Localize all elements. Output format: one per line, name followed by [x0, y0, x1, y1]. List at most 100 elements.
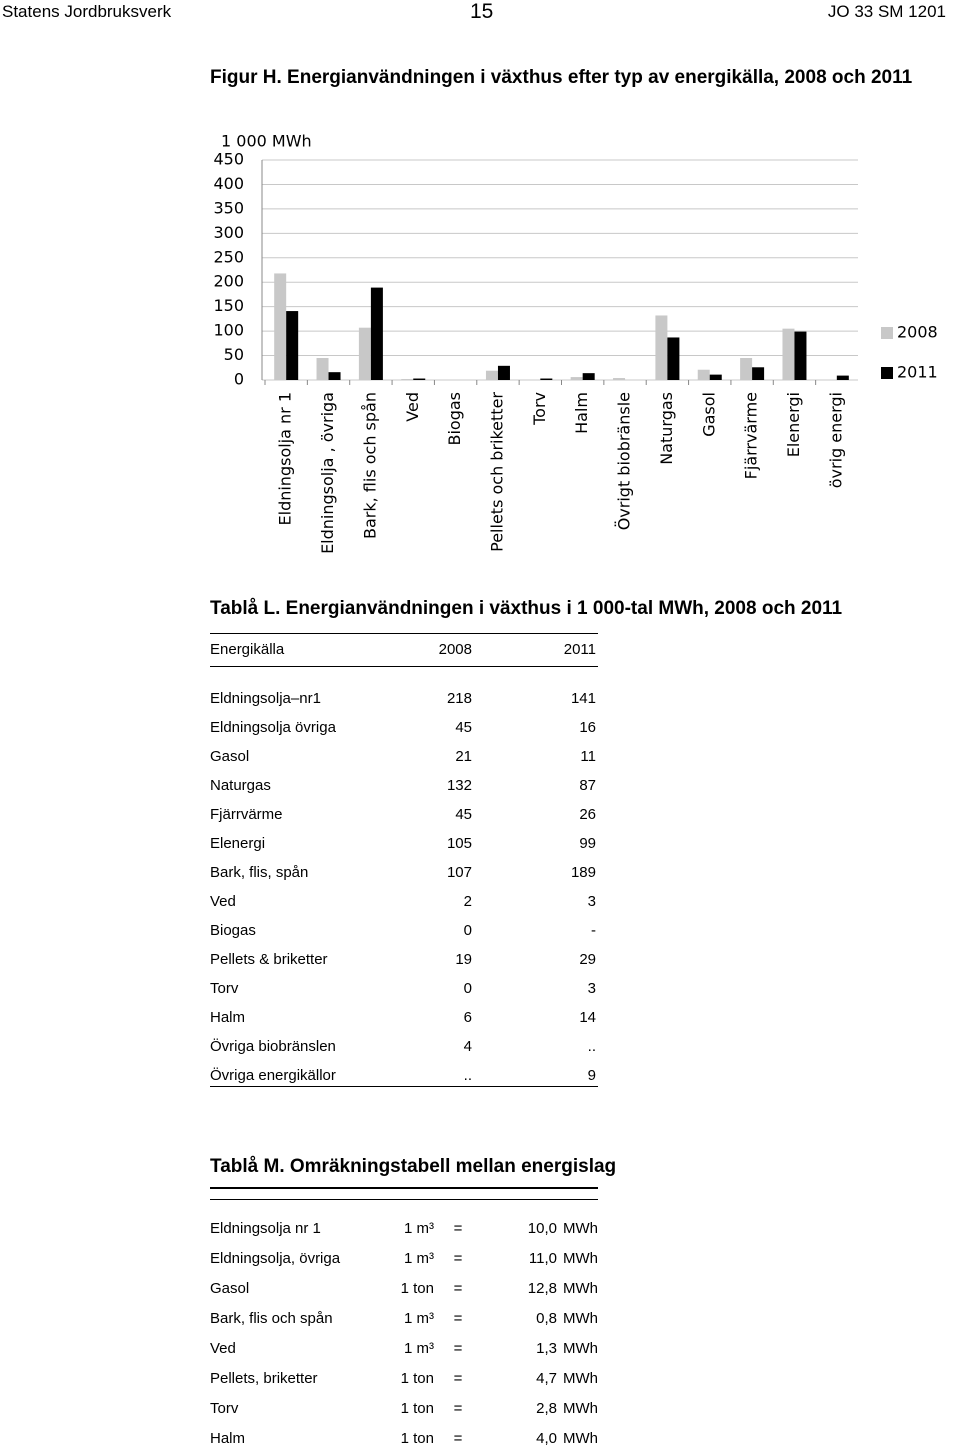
x-tick-label: Naturgas: [657, 392, 676, 465]
y-axis-label: 1 000 MWh: [221, 132, 312, 151]
bar: [328, 372, 341, 380]
table-cell: 4: [463, 1038, 472, 1055]
table-row: Bark, flis, spån 107 189: [210, 854, 598, 883]
table-cell: ..: [463, 1067, 472, 1084]
table-cell: 21: [455, 748, 472, 765]
bar: [401, 379, 414, 380]
table-row: Övriga biobräns­len 4..: [210, 1028, 598, 1057]
legend-swatch: [881, 367, 893, 379]
bar: [413, 378, 426, 380]
x-tick-label: Elenergi: [784, 392, 803, 457]
table-cell: Eldningsolja nr 1: [210, 1220, 321, 1237]
table-cell: 1 ton: [400, 1400, 434, 1417]
table-cell: 1 ton: [400, 1430, 434, 1447]
table-cell: Halm: [210, 1430, 246, 1447]
bar: [358, 327, 371, 380]
table-cell: MWh: [563, 1400, 598, 1417]
bar: [316, 358, 329, 380]
table-title: Tablå L. Energianvändningen i växthus i …: [210, 598, 843, 619]
table-cell: MWh: [563, 1250, 598, 1267]
table-row: Pellets & briketter 19 29: [210, 941, 598, 970]
table-cell: Torv: [210, 1400, 239, 1417]
table-cell: 29: [579, 951, 596, 968]
bar: [709, 374, 722, 380]
table-row: Eldningsolja–nr1 218 141: [210, 667, 598, 709]
bar: [836, 375, 849, 380]
table-header: Energikälla 2008 2011: [210, 634, 598, 667]
table-cell: MWh: [563, 1370, 598, 1387]
table-cell: Eldningsolja, övriga: [210, 1250, 341, 1267]
bar: [667, 337, 680, 380]
table-cell: 1 m³: [404, 1220, 434, 1237]
table-cell: 189: [570, 864, 596, 881]
table-cell: 1 m³: [404, 1310, 434, 1327]
table-cell: 0: [463, 922, 472, 939]
table-cell: 99: [579, 835, 596, 852]
table-cell: -: [591, 922, 596, 939]
table-cell: 1 m³: [404, 1250, 434, 1267]
y-tick-label: 300: [213, 223, 244, 242]
table-row: Bark, flis och spån 1 m³ = 0,8 MWh: [210, 1304, 598, 1334]
table-cell: 0: [463, 980, 472, 997]
column-header: 2008: [438, 641, 472, 658]
table-cell: Övriga biobräns­len: [210, 1038, 336, 1055]
bar: [655, 315, 668, 380]
table-cell: 6: [463, 1009, 472, 1026]
x-tick-label: Eldningsolja nr 1: [276, 392, 295, 525]
table-cell: Ved: [210, 1340, 236, 1357]
table-row: Fjärrvärme 45 26: [210, 796, 598, 825]
table-cell: 105: [446, 835, 472, 852]
table-row: Halm 1 ton = 4,0 MWh: [210, 1424, 598, 1454]
figure-title: Figur H. Energianvändningen i växthus ef…: [210, 67, 913, 88]
table-cell: Bark, flis och spån: [210, 1310, 333, 1327]
table-cell: MWh: [563, 1310, 598, 1327]
table-row: Halm 6 14: [210, 999, 598, 1028]
bar: [570, 377, 583, 380]
table-cell: =: [453, 1340, 463, 1357]
bar: [540, 378, 553, 380]
bar: [782, 328, 795, 380]
table-cell: =: [453, 1250, 463, 1267]
bar: [697, 369, 710, 380]
table: Energikälla 2008 2011 Eldningsolja–nr1 218 14…: [210, 633, 598, 1087]
table-cell: Eldningsolja–nr1: [210, 690, 321, 707]
table-cell: MWh: [563, 1340, 598, 1357]
table-cell: 1 ton: [400, 1280, 434, 1297]
table-row: Pellets, briketter 1 ton = 4,7 MWh: [210, 1364, 598, 1394]
table-cell: 12,8: [527, 1280, 557, 1297]
y-tick-label: 0: [234, 370, 244, 389]
table-cell: 10,0: [527, 1220, 557, 1237]
x-tick-label: Gasol: [699, 392, 718, 437]
table-cell: Gasol: [210, 748, 250, 765]
table-cell: Naturgas: [210, 777, 271, 794]
y-tick-label: 200: [213, 272, 244, 291]
table-row: Gasol 1 ton = 12,8 MWh: [210, 1274, 598, 1304]
table-cell: 16: [579, 719, 596, 736]
table-cell: 107: [446, 864, 472, 881]
table-cell: 45: [455, 719, 472, 736]
table-row: Biogas 0 -: [210, 912, 598, 941]
table-cell: MWh: [563, 1220, 598, 1237]
bar: [370, 287, 383, 380]
table-row: Eldningsolja, övriga 1 m³ = 11,0 MWh: [210, 1244, 598, 1274]
table-cell: 3: [587, 980, 596, 997]
table-cell: MWh: [563, 1430, 598, 1447]
x-tick-label: Övrigt biobränsle: [615, 392, 634, 530]
x-tick-label: övrig energi: [826, 392, 845, 488]
table-cell: 1,3: [536, 1340, 557, 1357]
table-cell: Eldningsolja övriga: [210, 719, 336, 736]
column-header: Energikälla: [210, 641, 285, 658]
table-cell: Pellets & briketter: [210, 951, 328, 968]
table-cell: Fjärrvärme: [210, 806, 283, 823]
table-cell: 26: [579, 806, 596, 823]
table-cell: MWh: [563, 1280, 598, 1297]
header-right: JO 33 SM 1201: [827, 2, 946, 21]
table-cell: 1 m³: [404, 1340, 434, 1357]
table: Eldningsolja nr 1 1 m³ = 10,0 MWh Eldningsolj…: [210, 1187, 598, 1454]
table-cell: 2: [463, 893, 472, 910]
table-rule: [210, 1199, 598, 1214]
table-cell: =: [453, 1370, 463, 1387]
y-tick-label: 400: [213, 174, 244, 193]
table-cell: Ved: [210, 893, 236, 910]
